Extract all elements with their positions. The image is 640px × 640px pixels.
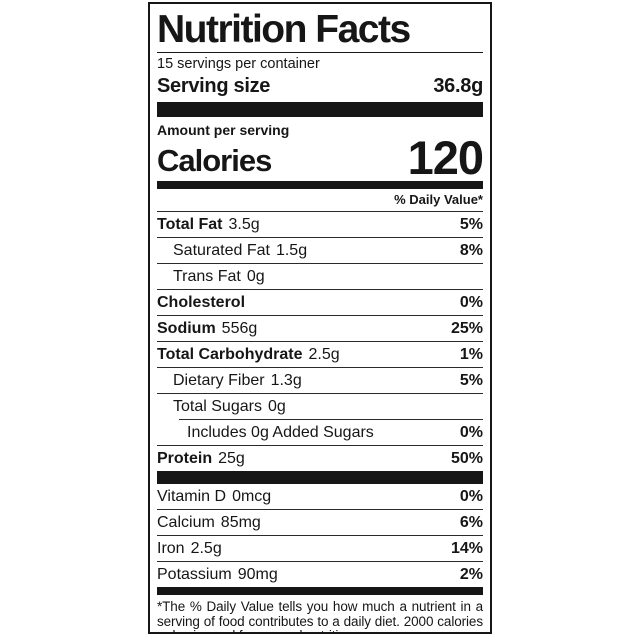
nutrient-name: Total Fat [157, 216, 223, 233]
nutrient-name: Total Sugars [173, 398, 262, 415]
nutrient-dv: 1% [459, 346, 483, 363]
daily-value-footnote: *The % Daily Value tells you how much a … [157, 599, 483, 632]
thick-divider-bar-top [157, 102, 483, 117]
nutrient-dv: 0% [459, 294, 483, 311]
nutrient-row-saturated-fat: Saturated Fat 1.5g 8% [157, 238, 483, 264]
nutrient-row-total-sugars: Total Sugars 0g [157, 394, 483, 419]
micronutrient-row-vitamin-d: Vitamin D 0mcg 0% [157, 484, 483, 510]
nutrient-amount: 90mg [237, 566, 278, 583]
micronutrient-row-iron: Iron 2.5g 14% [157, 536, 483, 562]
nutrient-name: Cholesterol [157, 294, 246, 311]
nutrient-name: Saturated Fat [173, 242, 270, 259]
nutrient-name: Protein [157, 450, 213, 467]
nutrient-dv: 50% [450, 450, 483, 467]
nutrient-amount: 0g [246, 268, 265, 285]
indented-divider [179, 419, 483, 420]
nutrient-row-dietary-fiber: Dietary Fiber 1.3g 5% [157, 368, 483, 394]
nutrient-name: Calcium [157, 514, 215, 531]
daily-value-header: % Daily Value* [157, 189, 483, 212]
amount-per-serving-label: Amount per serving [157, 122, 290, 138]
calories-row: Calories 120 [157, 131, 484, 184]
nutrient-row-protein: Protein 25g 50% [157, 446, 483, 471]
nutrient-name: Sodium [157, 320, 216, 337]
nutrient-dv: 0% [459, 488, 483, 505]
calories-value: 120 [407, 131, 484, 184]
nutrient-dv: 8% [459, 242, 483, 259]
nutrient-name: Total Carbohydrate [157, 346, 303, 363]
nutrient-name: Potassium [157, 566, 232, 583]
serving-size-value: 36.8g [433, 75, 483, 97]
medium-divider-bar-bottom [157, 587, 483, 595]
nutrient-dv: 5% [459, 216, 483, 233]
medium-divider-bar-calories [157, 181, 483, 189]
nutrient-name: Dietary Fiber [173, 372, 265, 389]
nutrient-dv: 14% [450, 540, 483, 557]
nutrient-amount: 0g [267, 398, 286, 415]
serving-size-row: Serving size 36.8g [157, 73, 483, 99]
label-title: Nutrition Facts [157, 8, 411, 51]
title-divider [157, 52, 483, 53]
nutrient-name: Trans Fat [173, 268, 241, 285]
nutrient-amount: 2.5g [308, 346, 340, 363]
nutrient-amount: 1.5g [275, 242, 308, 259]
thick-divider-bar-protein [157, 471, 483, 484]
serving-size-label: Serving size [157, 75, 271, 97]
nutrient-row-sodium: Sodium 556g 25% [157, 316, 483, 342]
nutrient-amount: 0mcg [232, 488, 272, 505]
nutrient-row-cholesterol: Cholesterol 0% [157, 290, 483, 316]
micronutrient-row-calcium: Calcium 85mg 6% [157, 510, 483, 536]
nutrient-dv: 0% [459, 424, 483, 441]
nutrition-facts-label: Nutrition Facts 15 servings per containe… [148, 2, 492, 634]
nutrient-name: Includes 0g Added Sugars [187, 424, 374, 441]
nutrient-amount: 1.3g [270, 372, 302, 389]
nutrient-row-trans-fat: Trans Fat 0g [157, 264, 483, 290]
nutrient-dv: 5% [459, 372, 483, 389]
nutrient-row-added-sugars: Includes 0g Added Sugars 0% [157, 420, 483, 446]
nutrient-amount: 3.5g [228, 216, 260, 233]
nutrient-name: Iron [157, 540, 185, 557]
micronutrient-row-potassium: Potassium 90mg 2% [157, 562, 483, 587]
nutrient-amount: 85mg [220, 514, 261, 531]
nutrient-dv: 25% [450, 320, 483, 337]
nutrient-amount: 25g [218, 450, 245, 467]
nutrient-row-total-fat: Total Fat 3.5g 5% [157, 212, 483, 238]
servings-per-container: 15 servings per container [157, 56, 320, 72]
nutrient-row-total-carbohydrate: Total Carbohydrate 2.5g 1% [157, 342, 483, 368]
nutrient-dv: 6% [459, 514, 483, 531]
nutrient-dv: 2% [459, 566, 483, 583]
nutrient-amount: 556g [221, 320, 258, 337]
calories-label: Calories [157, 143, 272, 178]
nutrient-amount: 2.5g [190, 540, 222, 557]
nutrient-name: Vitamin D [157, 488, 227, 505]
